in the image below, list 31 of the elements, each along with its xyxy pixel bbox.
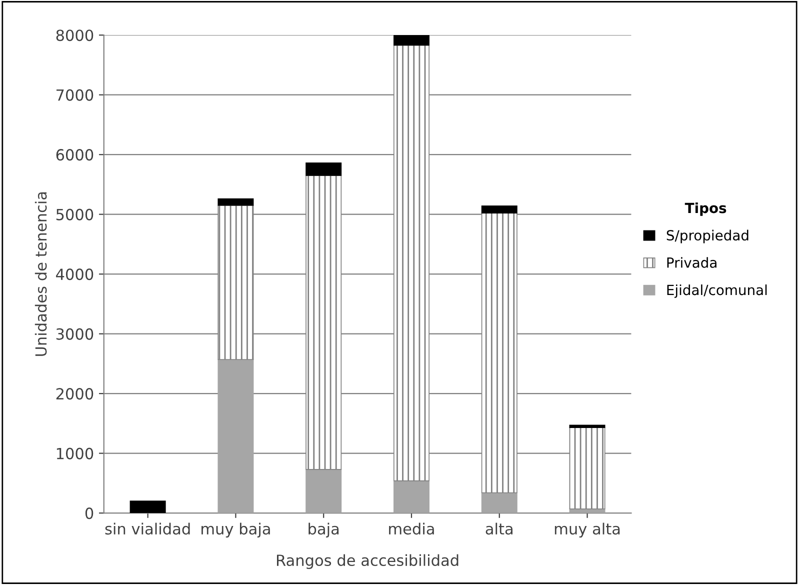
x-axis-title: Rangos de accesibilidad (276, 554, 458, 570)
bar (218, 359, 254, 514)
bar (569, 424, 606, 428)
legend-label: Ejidal/comunal (667, 284, 767, 298)
y-tick-label: 5000 (56, 208, 94, 220)
bar (481, 492, 518, 514)
y-tick-label: 6000 (56, 149, 94, 161)
x-tick-label: sin vialidad (105, 522, 190, 535)
bar (393, 35, 430, 46)
y-axis-title: Unidades de tenencia (34, 192, 47, 356)
bar (218, 198, 254, 206)
legend-label: S/propiedad (666, 230, 748, 244)
y-tick-label: 3000 (56, 328, 94, 340)
y-tick-label: 4000 (56, 268, 94, 280)
x-tick-label: media (389, 522, 434, 535)
x-tick-label: muy baja (202, 522, 270, 538)
y-tick-label: 0 (85, 508, 94, 520)
bar (393, 480, 430, 514)
y-tick-label: 7000 (56, 89, 94, 101)
x-tick-label: baja (308, 522, 339, 538)
bar (306, 469, 342, 514)
bar (481, 206, 518, 214)
y-tick-label: 8000 (56, 30, 94, 42)
legend-label: Privada (667, 257, 716, 268)
y-tick-label: 1000 (56, 448, 94, 460)
y-tick-label: 2000 (56, 388, 94, 400)
x-tick-label: alta (486, 522, 512, 535)
bar (130, 500, 166, 514)
legend-title: Tipos (684, 202, 726, 216)
x-tick-label: muy alta (554, 522, 620, 538)
bar (306, 162, 342, 176)
